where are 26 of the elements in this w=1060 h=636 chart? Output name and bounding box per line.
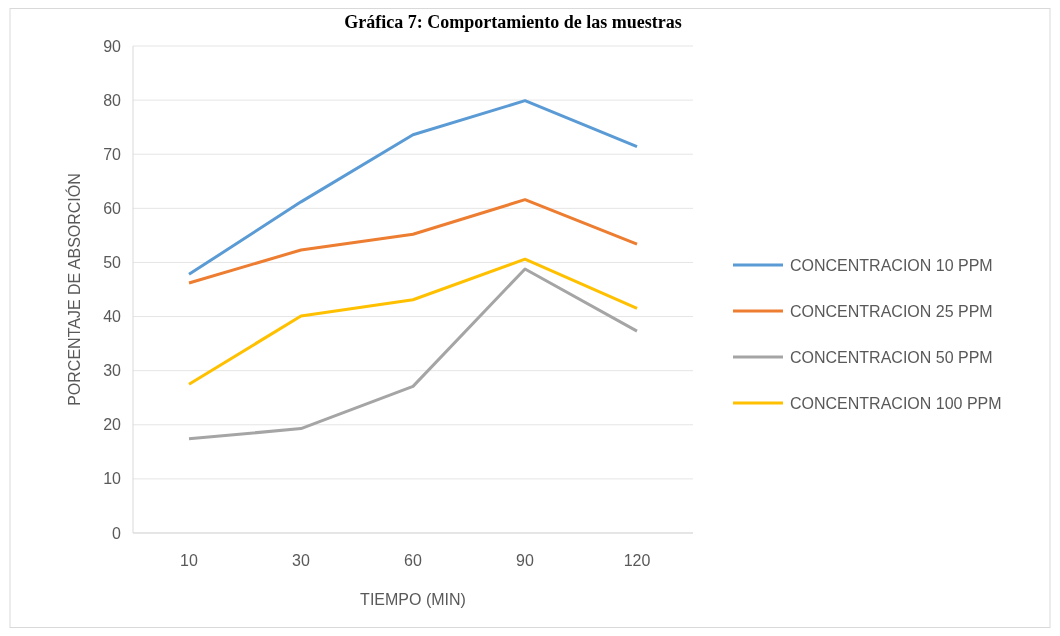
legend-label: CONCENTRACION 50 PPM: [790, 348, 993, 366]
y-axis-title: PORCENTAJE DE ABSORCIÓN: [65, 173, 83, 406]
x-tick-label: 120: [623, 552, 651, 569]
y-tick-label: 20: [103, 416, 122, 434]
line-series: [187, 257, 639, 386]
line-series: [187, 99, 639, 276]
legend-label: CONCENTRACION 25 PPM: [790, 302, 993, 320]
x-axis-title: TIEMPO (MIN): [360, 591, 466, 608]
y-tick-label: 40: [103, 308, 122, 326]
line-series: [187, 198, 639, 285]
y-tick-label: 80: [103, 91, 122, 109]
x-tick-label: 90: [516, 552, 534, 569]
y-tick-label: 90: [103, 37, 122, 55]
y-tick-label: 30: [103, 362, 122, 380]
y-tick-label: 0: [112, 524, 122, 542]
y-tick-label: 70: [103, 145, 122, 163]
x-tick-label: 30: [292, 552, 310, 569]
line-series: [187, 267, 639, 441]
legend-label: CONCENTRACION 100 PPM: [790, 394, 1002, 412]
y-tick-label: 60: [103, 199, 122, 217]
x-tick-label: 60: [404, 552, 422, 569]
x-tick-label: 10: [180, 552, 198, 569]
legend-label: CONCENTRACION 10 PPM: [790, 256, 993, 274]
y-tick-label: 50: [103, 254, 122, 272]
chart-title: Gráfica 7: Comportamiento de las muestras: [344, 12, 682, 32]
y-tick-label: 10: [103, 470, 122, 488]
